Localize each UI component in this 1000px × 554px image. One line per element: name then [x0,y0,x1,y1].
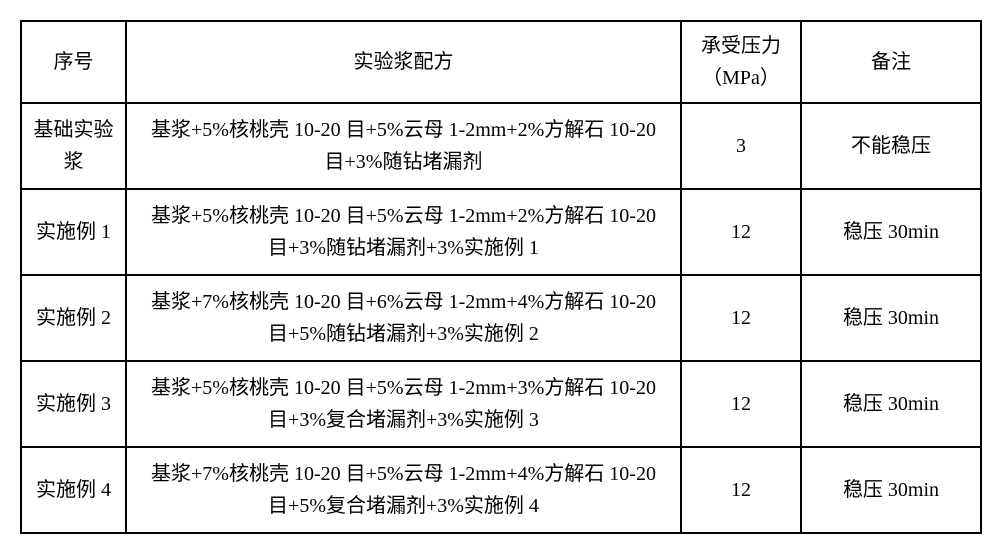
cell-index: 实施例 1 [21,189,126,275]
table-row: 实施例 4 基浆+7%核桃壳 10-20 目+5%云母 1-2mm+4%方解石 … [21,447,981,533]
cell-remark: 不能稳压 [801,103,981,189]
cell-formula: 基浆+7%核桃壳 10-20 目+6%云母 1-2mm+4%方解石 10-20 … [126,275,681,361]
header-pressure: 承受压力（MPa） [681,21,801,103]
cell-pressure: 12 [681,189,801,275]
cell-remark: 稳压 30min [801,275,981,361]
data-table-container: 序号 实验浆配方 承受压力（MPa） 备注 基础实验浆 基浆+5%核桃壳 10-… [20,20,980,534]
cell-pressure: 12 [681,361,801,447]
cell-pressure: 12 [681,447,801,533]
header-formula: 实验浆配方 [126,21,681,103]
table-row: 实施例 3 基浆+5%核桃壳 10-20 目+5%云母 1-2mm+3%方解石 … [21,361,981,447]
cell-remark: 稳压 30min [801,189,981,275]
table-header-row: 序号 实验浆配方 承受压力（MPa） 备注 [21,21,981,103]
cell-remark: 稳压 30min [801,447,981,533]
cell-index: 实施例 2 [21,275,126,361]
table-row: 基础实验浆 基浆+5%核桃壳 10-20 目+5%云母 1-2mm+2%方解石 … [21,103,981,189]
header-remark: 备注 [801,21,981,103]
table-row: 实施例 2 基浆+7%核桃壳 10-20 目+6%云母 1-2mm+4%方解石 … [21,275,981,361]
cell-pressure: 3 [681,103,801,189]
cell-index: 基础实验浆 [21,103,126,189]
cell-formula: 基浆+7%核桃壳 10-20 目+5%云母 1-2mm+4%方解石 10-20 … [126,447,681,533]
cell-remark: 稳压 30min [801,361,981,447]
header-index: 序号 [21,21,126,103]
cell-pressure: 12 [681,275,801,361]
cell-index: 实施例 3 [21,361,126,447]
cell-index: 实施例 4 [21,447,126,533]
experiment-table: 序号 实验浆配方 承受压力（MPa） 备注 基础实验浆 基浆+5%核桃壳 10-… [20,20,982,534]
cell-formula: 基浆+5%核桃壳 10-20 目+5%云母 1-2mm+3%方解石 10-20 … [126,361,681,447]
cell-formula: 基浆+5%核桃壳 10-20 目+5%云母 1-2mm+2%方解石 10-20 … [126,103,681,189]
cell-formula: 基浆+5%核桃壳 10-20 目+5%云母 1-2mm+2%方解石 10-20 … [126,189,681,275]
table-row: 实施例 1 基浆+5%核桃壳 10-20 目+5%云母 1-2mm+2%方解石 … [21,189,981,275]
